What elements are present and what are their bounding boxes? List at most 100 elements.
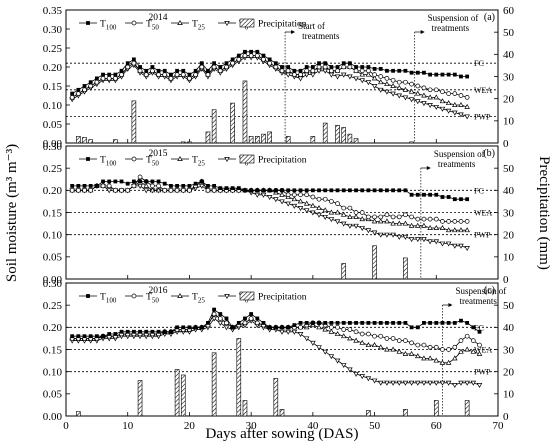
- marker-square: [169, 184, 173, 188]
- marker-square: [162, 181, 167, 186]
- marker-triangle-down: [297, 332, 304, 337]
- legend-label-main: T: [100, 20, 106, 30]
- marker-triangle-down: [211, 316, 217, 322]
- legend-label-t100: T100: [100, 293, 117, 305]
- marker-circle: [88, 83, 94, 89]
- marker-triangle-down: [396, 234, 403, 240]
- marker-triangle-up: [353, 337, 359, 343]
- legend-label-sub: 50: [152, 160, 160, 168]
- marker-square: [218, 312, 223, 316]
- marker-triangle-down: [273, 197, 279, 203]
- marker-triangle-down: [390, 91, 396, 97]
- marker-circle: [470, 338, 476, 343]
- marker-triangle-up: [177, 292, 183, 298]
- y-tick-label: 0.30: [43, 278, 63, 290]
- legend-label-sub: 0: [245, 160, 249, 168]
- marker-square: [224, 61, 229, 66]
- y2-tick-label: 40: [503, 322, 515, 334]
- marker-triangle-down: [439, 241, 446, 247]
- marker-square: [310, 188, 315, 193]
- marker-circle: [384, 212, 390, 218]
- marker-circle: [335, 201, 340, 206]
- marker-circle: [415, 342, 421, 348]
- marker-circle: [353, 68, 359, 74]
- marker-square: [397, 321, 402, 325]
- marker-square: [131, 329, 136, 334]
- marker-triangle-up: [291, 196, 298, 202]
- legend-label-t100: T100: [100, 20, 117, 32]
- marker-circle: [137, 174, 143, 180]
- marker-square: [428, 321, 433, 325]
- marker-square: [434, 321, 439, 325]
- marker-triangle-up: [334, 330, 341, 336]
- marker-triangle-down: [464, 246, 470, 251]
- marker-triangle-up: [445, 359, 452, 365]
- marker-triangle-up: [149, 187, 156, 193]
- precip-bar: [322, 122, 328, 144]
- precip-bar: [230, 102, 235, 144]
- marker-square: [86, 21, 90, 25]
- marker-triangle-down: [433, 104, 440, 110]
- marker-triangle-down: [377, 380, 384, 386]
- ref-label-fc: FC: [474, 59, 484, 68]
- panel-1: 0.00 0.05 0.10 0.15 0.20 0.25 0.30 0.35 0 10 20 30 4…: [43, 5, 515, 150]
- marker-square: [119, 179, 124, 184]
- marker-triangle-down: [390, 380, 396, 386]
- marker-triangle-up: [347, 213, 353, 219]
- marker-square: [187, 184, 192, 188]
- y2-tick-label: 40: [503, 185, 515, 197]
- ref-label-fc: FC: [474, 186, 484, 195]
- marker-triangle-up: [377, 218, 384, 224]
- marker-triangle-up: [402, 86, 409, 92]
- ref-label-wea: WEA: [474, 86, 492, 95]
- marker-circle: [82, 87, 87, 93]
- marker-square: [298, 321, 303, 325]
- marker-triangle-down: [365, 80, 372, 86]
- marker-square: [422, 70, 426, 75]
- marker-circle: [353, 329, 359, 335]
- marker-circle: [298, 324, 303, 330]
- y-tick-label: 0.15: [43, 344, 63, 356]
- marker-circle: [100, 183, 106, 189]
- marker-circle: [156, 72, 161, 77]
- legend-label-sub: 25: [198, 297, 206, 305]
- marker-square: [403, 188, 408, 193]
- marker-circle: [291, 72, 297, 77]
- marker-square: [224, 316, 229, 321]
- marker-triangle-up: [371, 218, 378, 224]
- marker-triangle-down: [303, 208, 310, 214]
- ref-label-wea: WEA: [474, 346, 492, 355]
- marker-square: [267, 57, 272, 62]
- marker-triangle-down: [396, 380, 403, 386]
- precip-bar: [211, 352, 217, 417]
- marker-square: [144, 68, 149, 73]
- marker-circle: [322, 64, 328, 70]
- marker-triangle-up: [402, 350, 409, 356]
- marker-square: [88, 184, 93, 188]
- marker-triangle-down: [427, 380, 433, 386]
- marker-circle: [409, 340, 414, 346]
- marker-circle: [372, 333, 377, 339]
- marker-square: [409, 325, 414, 330]
- marker-circle: [273, 64, 279, 70]
- marker-square: [187, 325, 192, 330]
- marker-circle: [433, 216, 439, 222]
- marker-circle: [458, 93, 464, 98]
- marker-circle: [427, 216, 433, 222]
- y2-tick-label: 20: [503, 229, 515, 241]
- legend: T100T50T25T0Precipitation: [79, 18, 307, 32]
- marker-circle: [254, 320, 260, 326]
- marker-circle: [180, 187, 186, 193]
- marker-square: [385, 68, 389, 73]
- marker-circle: [359, 331, 365, 337]
- marker-circle: [69, 95, 75, 100]
- marker-square: [138, 329, 142, 334]
- marker-square: [378, 188, 383, 193]
- marker-square: [249, 188, 254, 193]
- annotation-line-1: Suspension of: [455, 286, 506, 296]
- marker-triangle-up: [408, 88, 415, 94]
- marker-circle: [421, 342, 427, 348]
- marker-square: [76, 87, 81, 92]
- marker-triangle-up: [334, 209, 341, 215]
